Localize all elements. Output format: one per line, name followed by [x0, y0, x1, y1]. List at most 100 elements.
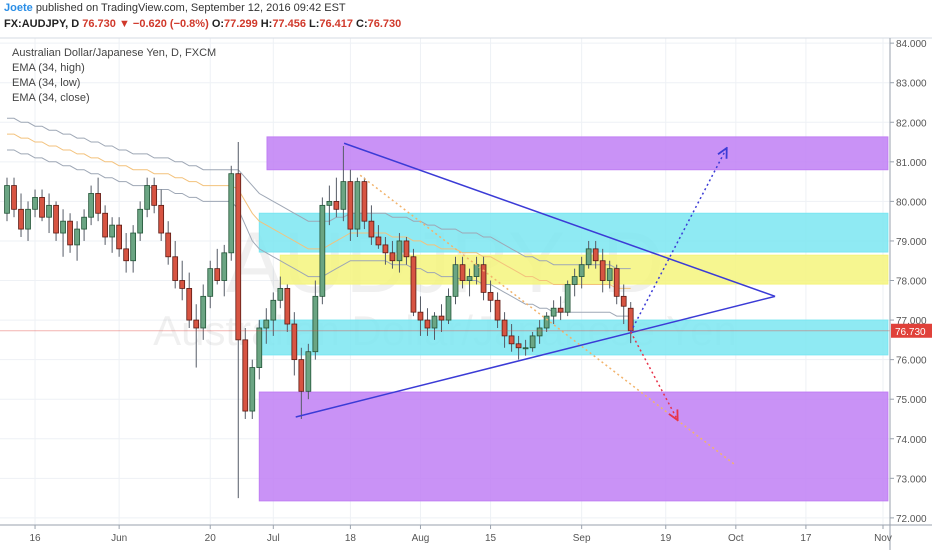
- candle-body: [270, 299, 277, 321]
- candle-body: [508, 335, 515, 345]
- x-tick-label: 17: [800, 533, 812, 544]
- ohlc-value: 77.456: [272, 18, 306, 30]
- ema-line: [7, 133, 631, 289]
- candle-body: [515, 343, 522, 349]
- candle-body: [32, 197, 38, 210]
- axes: 72.000 73.000 74.000 75.000 76.000 77.000 78.0…: [29, 39, 932, 544]
- trendline: [359, 174, 736, 466]
- trendline: [295, 295, 776, 418]
- candle-body: [361, 181, 368, 222]
- candle-body: [473, 264, 480, 277]
- candle-body: [592, 248, 599, 262]
- last-price-tag: [891, 323, 932, 338]
- candle-body: [375, 236, 382, 246]
- candle-body: [354, 181, 361, 230]
- ohlc: O:77.299 H:77.456 L:76.417 C:76.730: [212, 18, 404, 30]
- candle-body: [494, 299, 501, 321]
- candle-body: [340, 181, 347, 210]
- x-tick-label: Sep: [573, 533, 591, 544]
- candle-body: [221, 252, 228, 281]
- y-tick-label: 75.000: [896, 395, 927, 406]
- y-tick-label: 73.000: [896, 474, 927, 485]
- candle-body: [557, 307, 564, 313]
- candle-body: [529, 335, 536, 349]
- last-price-label: 76.730: [895, 327, 926, 338]
- y-tick-label: 84.000: [896, 39, 927, 50]
- x-tick-label: 20: [205, 533, 217, 544]
- candle-body: [60, 220, 66, 234]
- candle-body: [585, 248, 592, 266]
- publish-info: published on TradingView.com, September …: [35, 2, 346, 14]
- candle-body: [291, 323, 298, 361]
- candle-body: [39, 197, 45, 218]
- candle-body: [137, 208, 144, 234]
- candle-body: [11, 185, 17, 210]
- price-zone: [258, 319, 889, 356]
- x-tick-label: Jun: [111, 533, 127, 544]
- candle-body: [536, 327, 543, 337]
- candle-body: [606, 268, 613, 281]
- candle-body: [382, 244, 389, 254]
- candle-body: [389, 252, 396, 262]
- candle-body: [81, 216, 87, 230]
- candle-body: [466, 276, 473, 281]
- candle-body: [550, 307, 557, 317]
- candle-body: [4, 185, 10, 214]
- candle-body: [487, 291, 494, 301]
- candle-body: [158, 204, 165, 234]
- candle-body: [480, 264, 487, 293]
- author[interactable]: Joete: [4, 2, 33, 14]
- price-zone: [266, 136, 889, 171]
- candle-body: [305, 351, 312, 392]
- y-tick-label: 83.000: [896, 79, 927, 90]
- candle-body: [249, 367, 256, 412]
- candle-body: [564, 284, 571, 313]
- candle-body: [543, 315, 550, 329]
- candle-body: [179, 280, 186, 289]
- candle-body: [256, 327, 263, 368]
- legend: Australian Dollar/Japanese Yen, D, FXCM …: [12, 47, 216, 104]
- ohlc-label: H:: [260, 18, 273, 30]
- candle-body: [417, 311, 424, 321]
- legend-entry: EMA (34, low): [12, 77, 80, 89]
- y-tick-label: 81.000: [896, 158, 927, 169]
- candle-body: [627, 307, 634, 332]
- candle-body: [186, 288, 193, 321]
- candle-body: [298, 359, 305, 392]
- candle-body: [452, 264, 459, 297]
- candle-body: [571, 276, 578, 285]
- ohlc-value: 76.730: [367, 18, 402, 30]
- candle-body: [459, 264, 466, 281]
- x-tick-label: Nov: [874, 533, 892, 544]
- x-tick-label: 15: [485, 533, 497, 544]
- candle-body: [396, 240, 403, 262]
- candle-body: [102, 212, 108, 238]
- y-tick-label: 72.000: [896, 514, 927, 525]
- candle-body: [368, 220, 375, 238]
- y-tick-label: 79.000: [896, 237, 927, 248]
- candle-body: [172, 256, 179, 281]
- ohlc-value: 77.299: [224, 18, 258, 30]
- change: ▼ −0.620 (−0.8%): [118, 18, 209, 30]
- candle-body: [263, 319, 270, 329]
- candle-body: [431, 315, 438, 329]
- candle-body: [88, 193, 94, 218]
- candle-body: [242, 339, 249, 412]
- publish-line: Joete published on TradingView.com, Sept…: [4, 2, 346, 14]
- candle-body: [116, 224, 122, 250]
- ohlc-value: 76.417: [319, 18, 354, 30]
- candle-body: [578, 264, 585, 277]
- y-tick-label: 77.000: [896, 316, 927, 327]
- candle-body: [277, 288, 284, 301]
- price-zone: [258, 391, 889, 502]
- ohlc-label: C:: [356, 18, 368, 30]
- candle-body: [333, 200, 340, 210]
- y-tick-label: 76.000: [896, 356, 927, 367]
- candle-body: [74, 228, 80, 246]
- candle-body: [613, 268, 620, 297]
- candle-body: [25, 208, 31, 230]
- candle-body: [95, 193, 101, 214]
- candle-body: [501, 319, 508, 337]
- legend-entry: EMA (34, close): [12, 92, 90, 104]
